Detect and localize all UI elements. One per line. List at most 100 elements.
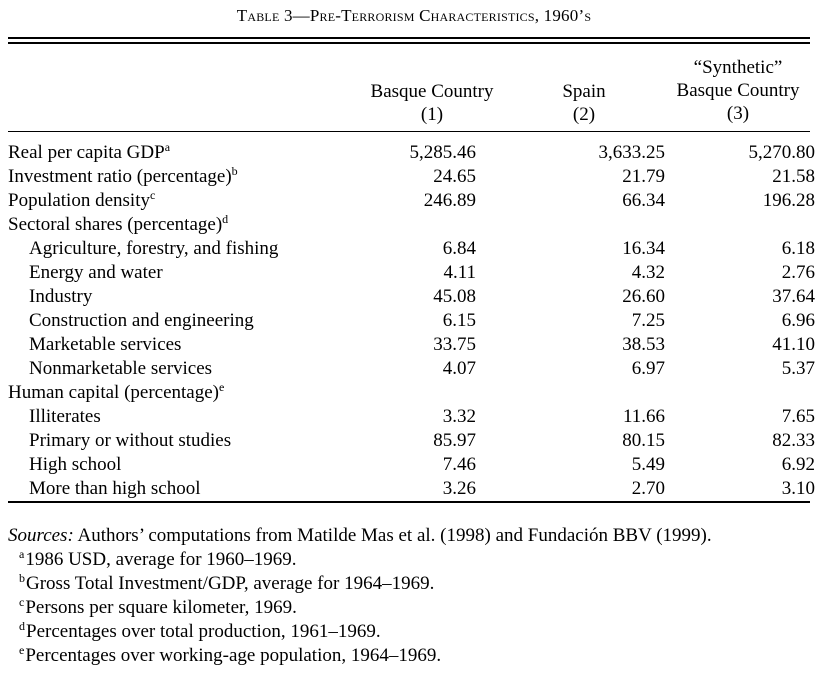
cell-value: 7.46 bbox=[442, 454, 476, 475]
footnote: dPercentages over total production, 1961… bbox=[8, 620, 818, 644]
row-label: Investment ratio (percentage)b bbox=[8, 165, 368, 189]
row-label: Human capital (percentage)e bbox=[8, 381, 368, 405]
cell-value: 4.11 bbox=[443, 262, 476, 283]
row-label-text: Nonmarketable services bbox=[29, 358, 213, 379]
column-gap bbox=[476, 189, 592, 213]
data-table: Real per capita GDPa 5,285.46 3,633.25 5,27… bbox=[8, 141, 815, 501]
header-rule bbox=[8, 131, 810, 132]
cell-value: 4.07 bbox=[442, 358, 476, 379]
footnote-mark: e bbox=[19, 643, 25, 657]
footnote-marker: d bbox=[222, 212, 229, 226]
column-header-number: (3) bbox=[726, 103, 750, 124]
cell-value: 7.65 bbox=[781, 406, 815, 427]
table-row: Primary or without studies 85.97 80.15 82.3… bbox=[8, 429, 815, 453]
table-notes: Sources: Authors’ computations from Mati… bbox=[8, 523, 818, 668]
footnote-marker: a bbox=[164, 140, 171, 154]
top-rule bbox=[8, 37, 810, 39]
row-label-text: Construction and engineering bbox=[29, 310, 254, 331]
footnote-text: Gross Total Investment/GDP, average for … bbox=[26, 573, 435, 594]
cell-value: 3.10 bbox=[781, 478, 815, 499]
column-header-basque-country: Basque Country (1) bbox=[352, 80, 512, 126]
column-gap bbox=[665, 381, 746, 405]
column-gap bbox=[665, 405, 746, 429]
table-row: Sectoral shares (percentage)d bbox=[8, 213, 815, 237]
table-row: Industry 45.08 26.60 37.64 bbox=[8, 285, 815, 309]
bottom-rule bbox=[8, 501, 810, 503]
cell-value: 3.32 bbox=[442, 406, 476, 427]
sources-text: Authors’ computations from Matilde Mas e… bbox=[73, 525, 712, 546]
footnote-text: Persons per square kilometer, 1969. bbox=[25, 597, 297, 618]
cell-value: 45.08 bbox=[433, 286, 476, 307]
table-title: Table 3—Pre-Terrorism Characteristics, 1… bbox=[236, 6, 592, 25]
row-label: Marketable services bbox=[8, 333, 368, 357]
cell-value: 5,285.46 bbox=[409, 142, 477, 163]
column-gap bbox=[665, 429, 746, 453]
cell-value: 3.26 bbox=[442, 478, 476, 499]
table-body: Real per capita GDPa 5,285.46 3,633.25 5,27… bbox=[8, 141, 815, 501]
cell-value: 38.53 bbox=[622, 334, 665, 355]
footnote-mark: c bbox=[19, 595, 25, 609]
cell-value bbox=[746, 381, 815, 405]
column-gap bbox=[476, 405, 592, 429]
column-gap bbox=[476, 357, 592, 381]
column-gap bbox=[476, 477, 592, 501]
column-gap bbox=[476, 381, 592, 405]
row-label-text: Illiterates bbox=[29, 406, 101, 427]
cell-value: 85.97 bbox=[433, 430, 476, 451]
row-label: Primary or without studies bbox=[8, 429, 368, 453]
cell-value: 7.25 bbox=[631, 310, 665, 331]
row-label: Construction and engineering bbox=[8, 309, 368, 333]
row-label: Real per capita GDPa bbox=[8, 141, 368, 165]
footnote-marker: e bbox=[219, 380, 225, 394]
column-header-line: “Synthetic” bbox=[693, 57, 783, 78]
column-header-line: Spain bbox=[562, 81, 606, 102]
cell-value bbox=[368, 213, 476, 237]
footnote-mark: d bbox=[19, 619, 25, 633]
cell-value: 2.70 bbox=[631, 478, 665, 499]
cell-value: 66.34 bbox=[622, 190, 665, 211]
cell-value: 41.10 bbox=[772, 334, 815, 355]
table-row: Investment ratio (percentage)b 24.65 21.79… bbox=[8, 165, 815, 189]
footnote-mark: a bbox=[19, 547, 25, 561]
cell-value: 6.18 bbox=[781, 238, 815, 259]
row-label-text: High school bbox=[29, 454, 122, 475]
cell-value: 82.33 bbox=[772, 430, 815, 451]
row-label-text: Human capital (percentage) bbox=[8, 382, 219, 403]
column-gap bbox=[665, 189, 746, 213]
row-label: More than high school bbox=[8, 477, 368, 501]
row-label-text: Agriculture, forestry, and fishing bbox=[29, 238, 279, 259]
footnotes: a1986 USD, average for 1960–1969. bGross … bbox=[8, 548, 818, 668]
column-gap bbox=[665, 141, 746, 165]
cell-value: 6.84 bbox=[442, 238, 476, 259]
column-gap bbox=[476, 429, 592, 453]
cell-value bbox=[368, 381, 476, 405]
column-gap bbox=[665, 333, 746, 357]
column-header-line: Basque Country bbox=[676, 80, 800, 101]
top-rule-second bbox=[8, 42, 810, 44]
row-label-text: Energy and water bbox=[29, 262, 163, 283]
column-gap bbox=[665, 309, 746, 333]
row-label: Industry bbox=[8, 285, 368, 309]
cell-value: 4.32 bbox=[631, 262, 665, 283]
cell-value: 80.15 bbox=[622, 430, 665, 451]
cell-value: 6.96 bbox=[781, 310, 815, 331]
table-row: High school 7.46 5.49 6.92 bbox=[8, 453, 815, 477]
cell-value: 6.97 bbox=[631, 358, 665, 379]
row-label-text: More than high school bbox=[29, 478, 201, 499]
footnote-text: 1986 USD, average for 1960–1969. bbox=[25, 549, 297, 570]
row-label-text: Real per capita GDP bbox=[8, 142, 165, 163]
row-label-text: Industry bbox=[29, 286, 93, 307]
footnote-text: Percentages over working-age population,… bbox=[25, 645, 442, 666]
footnote: a1986 USD, average for 1960–1969. bbox=[8, 548, 818, 572]
column-gap bbox=[476, 285, 592, 309]
table-row: Energy and water 4.11 4.32 2.76 bbox=[8, 261, 815, 285]
column-gap bbox=[665, 285, 746, 309]
column-gap bbox=[476, 453, 592, 477]
column-header-spain: Spain (2) bbox=[538, 80, 630, 126]
cell-value bbox=[746, 213, 815, 237]
column-gap bbox=[665, 357, 746, 381]
cell-value: 33.75 bbox=[433, 334, 476, 355]
row-label-text: Marketable services bbox=[29, 334, 182, 355]
column-gap bbox=[476, 261, 592, 285]
row-label: Illiterates bbox=[8, 405, 368, 429]
